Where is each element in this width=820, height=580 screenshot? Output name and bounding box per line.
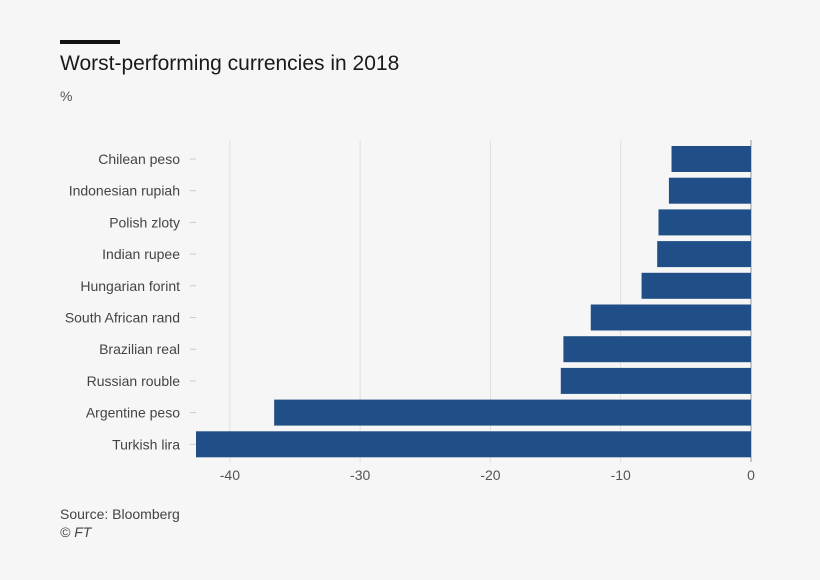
bar: [590, 304, 751, 331]
chart-title: Worst-performing currencies in 2018: [60, 52, 400, 75]
chart-unit-label: %: [60, 88, 73, 104]
title-accent-bar: [60, 40, 120, 44]
x-tick-label: -10: [611, 467, 631, 483]
category-label: Hungarian forint: [80, 278, 180, 294]
category-label: Chilean peso: [98, 151, 180, 167]
bar: [671, 146, 751, 172]
bar-chart: Chilean peso Indonesian rupiah Polish zlot…: [65, 140, 755, 483]
bar: [196, 431, 751, 458]
bar: [657, 241, 751, 268]
x-tick-label: 0: [747, 467, 755, 483]
x-tick-label: -30: [350, 467, 370, 483]
x-tick-label: -20: [480, 467, 500, 483]
x-tick-labels: -40 -30 -20 -10 0: [220, 467, 755, 483]
category-label: Turkish lira: [112, 436, 180, 452]
bars: [196, 146, 751, 458]
category-label: Brazilian real: [99, 341, 180, 357]
category-labels: Chilean peso Indonesian rupiah Polish zlot…: [65, 151, 196, 452]
bar: [641, 272, 751, 299]
x-tick-label: -40: [220, 467, 240, 483]
source-note: Source: Bloomberg: [60, 506, 180, 522]
category-label: Russian rouble: [87, 373, 181, 389]
category-label: Indonesian rupiah: [69, 183, 180, 199]
category-label: South African rand: [65, 310, 180, 326]
bar: [563, 336, 751, 363]
category-label: Polish zloty: [109, 214, 180, 230]
bar: [560, 367, 751, 394]
bar: [274, 399, 751, 426]
bar: [668, 177, 751, 204]
bar: [658, 209, 751, 236]
credit-note: © FT: [60, 524, 92, 540]
category-label: Argentine peso: [86, 405, 180, 421]
category-label: Indian rupee: [102, 246, 180, 262]
